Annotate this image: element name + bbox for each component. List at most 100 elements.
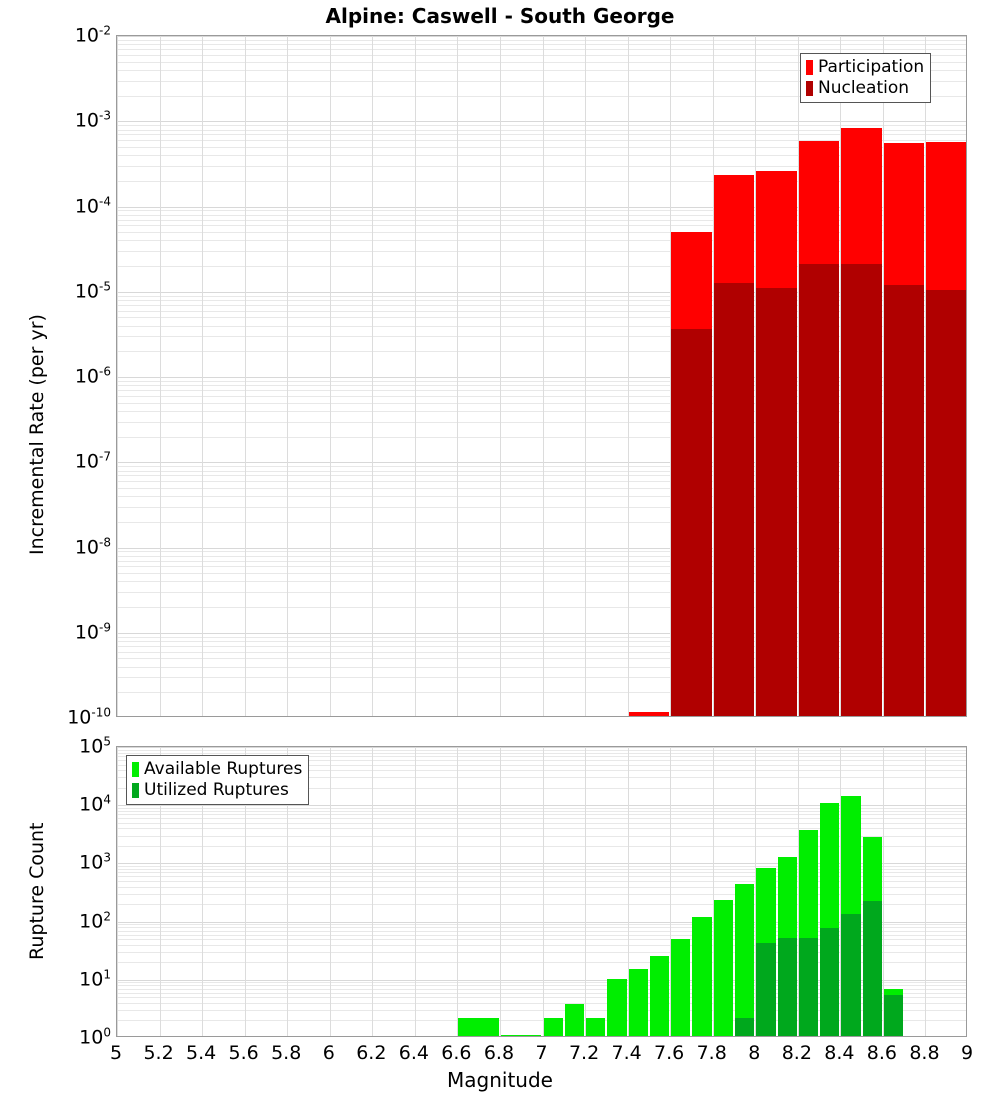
legend-item: Utilized Ruptures	[132, 780, 302, 801]
gridline	[117, 496, 966, 498]
x-tick-label: 8.6	[866, 1042, 897, 1064]
gridline	[117, 921, 966, 923]
gridline	[117, 219, 966, 221]
gridline	[117, 240, 966, 242]
gridline	[117, 210, 966, 212]
gridline	[117, 466, 966, 468]
gridline	[117, 125, 966, 127]
gridline	[117, 988, 966, 990]
gridline	[117, 36, 966, 37]
gridline	[117, 351, 966, 353]
gridline	[117, 560, 966, 562]
gridline-vertical	[160, 36, 161, 716]
gridline	[117, 835, 966, 837]
gridline	[117, 214, 966, 216]
bar-utilized-ruptures	[862, 900, 882, 1036]
gridline	[117, 462, 966, 464]
gridline	[117, 759, 966, 761]
gridline	[117, 121, 966, 123]
gridline-vertical	[670, 36, 671, 716]
legend-swatch	[132, 761, 139, 777]
gridline	[117, 487, 966, 489]
gridline	[117, 129, 966, 131]
gridline	[117, 377, 966, 378]
gridline	[117, 930, 966, 932]
gridline-vertical	[202, 747, 203, 1036]
gridline	[117, 934, 966, 936]
gridline	[117, 225, 966, 227]
bar-nucleation	[713, 283, 755, 716]
gridline	[117, 845, 966, 847]
gridline-vertical	[202, 36, 203, 716]
x-tick-label: 8.8	[909, 1042, 940, 1064]
bar-available-ruptures	[543, 1018, 563, 1036]
gridline	[117, 310, 966, 312]
gridline	[117, 410, 966, 412]
gridline	[117, 300, 966, 301]
gridline-vertical	[883, 747, 884, 1036]
gridline	[117, 677, 966, 679]
bottom-legend: Available Ruptures Utilized Ruptures	[126, 755, 310, 806]
gridline-vertical	[415, 36, 416, 716]
y-tick-label: 10-7	[74, 449, 111, 473]
x-tick-label: 7.2	[568, 1042, 600, 1064]
top-bars	[117, 36, 966, 716]
x-tick-label: 6.2	[356, 1042, 387, 1064]
gridline	[117, 636, 966, 638]
gridline	[117, 325, 966, 327]
x-tick-label: 6.4	[398, 1042, 429, 1064]
bottom-gridlines	[117, 747, 966, 1036]
bar-utilized-ruptures	[777, 938, 797, 1036]
gridline	[117, 886, 966, 888]
gridline-vertical	[457, 747, 458, 1036]
gridline	[117, 380, 966, 382]
gridline	[117, 573, 966, 575]
legend-swatch	[132, 782, 139, 798]
x-tick-label: 5.6	[228, 1042, 259, 1064]
gridline	[117, 506, 966, 508]
gridline	[117, 140, 966, 142]
y-tick-label: 10-3	[74, 108, 111, 132]
x-tick-label: 7.4	[611, 1042, 642, 1064]
gridline	[117, 521, 966, 523]
gridline	[117, 251, 966, 253]
gridline	[117, 944, 966, 946]
gridline	[117, 146, 966, 148]
gridline	[117, 822, 966, 824]
gridline-vertical	[755, 747, 756, 1036]
gridline-vertical	[585, 747, 586, 1036]
gridline	[117, 232, 966, 234]
y-tick-label: 10-5	[74, 279, 111, 303]
gridline	[117, 1002, 966, 1004]
gridline-vertical	[117, 36, 118, 716]
gridline-vertical	[840, 36, 841, 716]
gridline	[117, 807, 966, 809]
y-tick-label: 10-10	[67, 705, 111, 729]
gridline	[117, 402, 966, 404]
x-tick-label: 5.8	[271, 1042, 302, 1064]
bar-utilized-ruptures	[841, 913, 861, 1036]
gridline-vertical	[245, 36, 246, 716]
x-tick-label: 6.6	[441, 1042, 472, 1064]
gridline	[117, 666, 966, 668]
gridline-vertical	[925, 36, 926, 716]
gridline	[117, 80, 966, 82]
gridline	[117, 475, 966, 477]
x-tick-label: 8.2	[781, 1042, 812, 1064]
gridline-vertical	[925, 747, 926, 1036]
gridline-vertical	[330, 747, 331, 1036]
gridline	[117, 39, 966, 41]
gridline-vertical	[330, 36, 331, 716]
x-tick-label: 5.4	[185, 1042, 217, 1064]
gridline	[117, 551, 966, 553]
gridline	[117, 777, 966, 779]
bar-participation	[628, 712, 670, 716]
gridline	[117, 982, 966, 984]
gridline	[117, 69, 966, 71]
gridline	[117, 756, 966, 757]
gridline	[117, 632, 966, 634]
gridline	[117, 764, 966, 766]
gridline-vertical	[415, 747, 416, 1036]
gridline	[117, 566, 966, 568]
top-gridlines	[117, 36, 966, 716]
